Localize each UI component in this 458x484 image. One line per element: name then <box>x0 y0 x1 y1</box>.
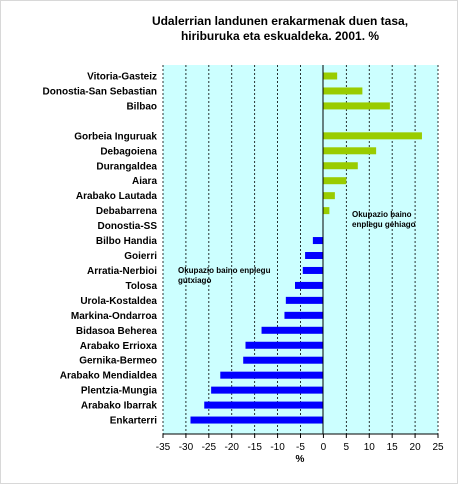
category-label: Arabako Lautada <box>76 191 158 202</box>
annotation-positive-line2: enplegu gehiago <box>352 220 416 229</box>
bars <box>190 72 422 424</box>
category-label: Bilbo Handia <box>96 236 158 247</box>
category-label: Debagoiena <box>100 146 157 157</box>
bar <box>302 266 324 274</box>
bar <box>323 192 335 200</box>
grid-lines <box>162 65 439 434</box>
bar <box>323 207 330 215</box>
category-label: Bidasoa Beherea <box>76 326 158 337</box>
x-tick-label: -35 <box>156 442 171 453</box>
bar <box>285 296 324 304</box>
annotation-negative-line1: Okupazio baino enplegu <box>178 266 271 275</box>
x-tick-label: 15 <box>387 442 399 453</box>
bar <box>204 401 324 409</box>
annotation-positive: Okupazio baino enplegu gehiago <box>352 210 416 229</box>
category-label: Plentzia-Mungia <box>81 386 158 397</box>
category-label: Arabako Mendialdea <box>60 371 158 382</box>
category-label: Gorbeia Inguruak <box>74 131 157 142</box>
bar <box>323 87 363 95</box>
bar <box>305 252 324 259</box>
bar <box>243 356 324 364</box>
chart-title: Udalerrian landunen erakarmenak duen tas… <box>90 14 458 44</box>
x-tick-label: -5 <box>296 442 305 453</box>
bar <box>323 102 390 110</box>
category-label: Urola-Kostaldea <box>80 296 157 307</box>
category-label: Markina-Ondarroa <box>71 311 158 322</box>
chart-title-line2: hiriburuka eta eskualdeka. 2001. % <box>180 29 380 43</box>
category-label: Arratia-Nerbioi <box>87 266 157 277</box>
bar <box>323 162 358 170</box>
category-label: Enkarterri <box>110 416 157 427</box>
x-axis-label: % <box>296 454 305 465</box>
category-label: Arabako Errioxa <box>80 341 158 352</box>
category-label: Tolosa <box>126 281 158 292</box>
x-tick-label: -30 <box>179 442 194 453</box>
bar <box>312 237 324 245</box>
bar <box>323 177 347 185</box>
bar <box>261 326 324 334</box>
category-label: Bilbao <box>126 101 157 112</box>
bar <box>323 72 338 80</box>
chart-title-line1: Udalerrian landunen erakarmenak duen tas… <box>151 14 409 28</box>
bar <box>284 311 324 319</box>
x-tick-label: -20 <box>225 442 240 453</box>
bar <box>220 371 324 379</box>
x-axis-ticks: -35 -30 -25 -20 -15 -10 -5 0 5 10 15 20 25 <box>156 434 444 453</box>
category-label: Vitoria-Gasteiz <box>87 72 157 83</box>
x-tick-label: -15 <box>247 442 262 453</box>
category-label: Aiara <box>132 176 157 187</box>
category-label: Donostia-SS <box>98 221 158 232</box>
bar <box>190 416 324 424</box>
category-label: Debabarrena <box>96 206 158 217</box>
bar <box>295 281 324 289</box>
x-tick-label: 5 <box>344 442 350 453</box>
category-label: Durangaldea <box>96 161 157 172</box>
bar <box>323 147 377 155</box>
category-label: Arabako Ibarrak <box>81 401 158 412</box>
bar <box>211 386 324 394</box>
category-label: Goierri <box>124 251 157 262</box>
bar <box>245 341 324 349</box>
x-tick-label: 20 <box>410 442 422 453</box>
x-tick-label: 0 <box>321 442 327 453</box>
annotation-negative-line2: gutxiago <box>178 276 211 285</box>
x-tick-label: 10 <box>364 442 376 453</box>
category-label: Donostia-San Sebastian <box>43 86 157 97</box>
x-tick-label: 25 <box>432 442 444 453</box>
bar <box>323 132 422 140</box>
annotation-positive-line1: Okupazio baino <box>352 210 412 219</box>
category-label: Gernika-Bermeo <box>79 356 157 367</box>
x-tick-label: -25 <box>202 442 217 453</box>
annotation-negative: Okupazio baino enplegu gutxiago <box>178 266 273 285</box>
x-tick-label: -10 <box>270 442 285 453</box>
category-labels: Vitoria-Gasteiz Donostia-San Sebastian Bil… <box>43 72 158 427</box>
